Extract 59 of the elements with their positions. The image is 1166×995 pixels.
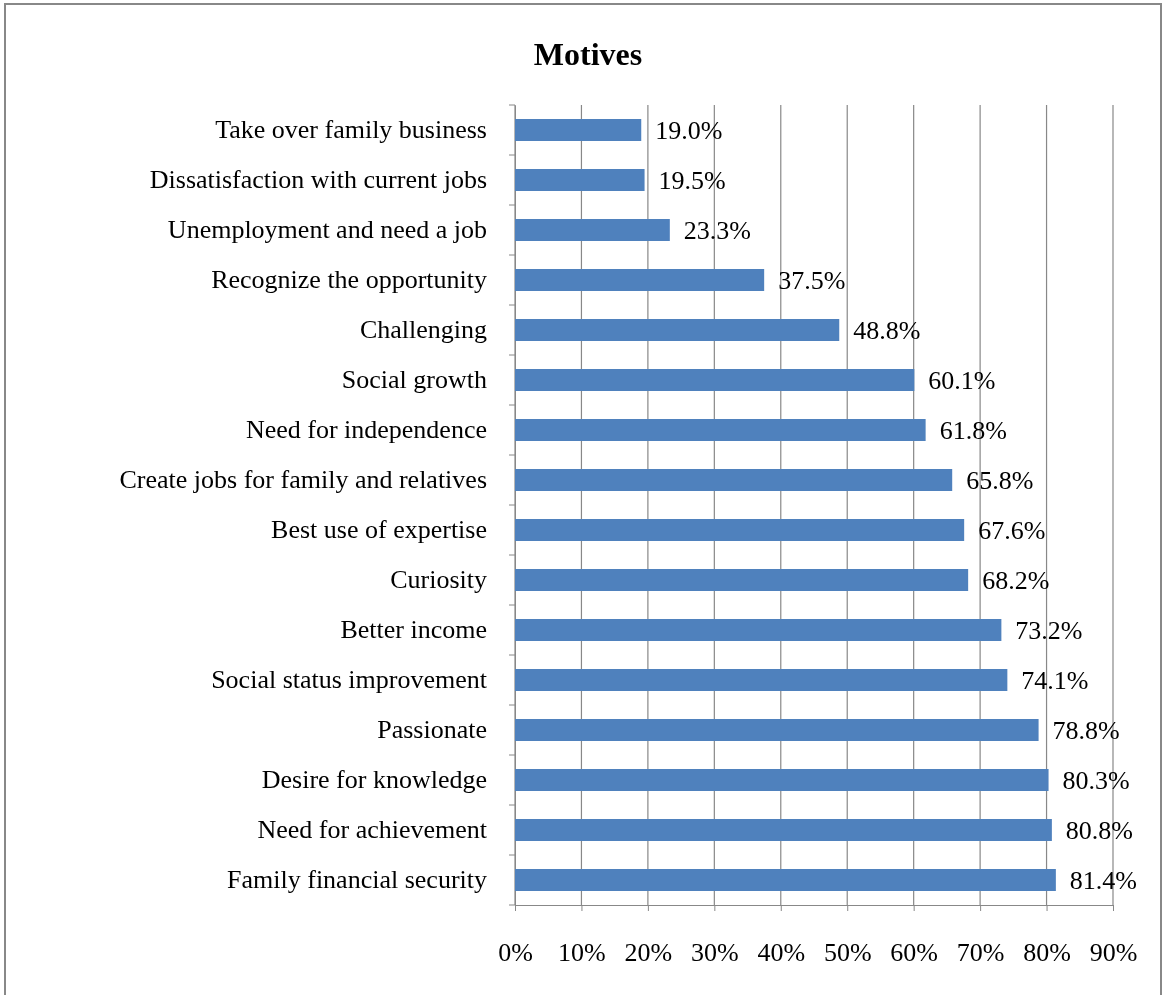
data-label: 60.1% [928,366,996,395]
x-tick-label: 20% [624,938,673,968]
bar [515,169,645,191]
y-tick-label: Better income [340,615,487,645]
y-tick-label: Create jobs for family and relatives [119,465,487,495]
y-tick-label: Family financial security [227,865,487,895]
data-label: 67.6% [978,516,1046,545]
y-tick-label: Unemployment and need a job [167,215,487,245]
data-label: 65.8% [966,466,1034,495]
bar [515,669,1008,691]
bar [515,419,926,441]
bar [515,619,1002,641]
x-tick-label: 40% [757,938,806,968]
y-tick-label: Best use of expertise [271,515,487,545]
x-tick-label: 30% [691,938,739,968]
y-tick-label: Need for achievement [257,815,488,845]
bar [515,219,670,241]
chart-title: Motives [533,36,643,72]
bar [515,719,1039,741]
data-label: 37.5% [778,266,846,295]
bar [515,269,765,291]
data-label: 48.8% [853,316,921,345]
x-tick-label: 0% [498,938,533,968]
data-label: 68.2% [982,566,1050,595]
x-tick-label: 70% [956,938,1005,968]
data-label: 81.4% [1069,866,1138,895]
data-label: 23.3% [683,216,751,245]
bar [515,369,915,391]
data-label: 74.1% [1021,666,1089,695]
bar [515,119,642,141]
y-tick-label: Challenging [359,315,487,345]
y-tick-label: Need for independence [245,415,487,445]
data-label: 19.0% [655,116,723,145]
y-tick-label: Dissatisfaction with current jobs [149,165,487,195]
y-tick-label: Desire for knowledge [261,765,487,795]
y-tick-label: Take over family business [215,115,487,145]
x-tick-label: 80% [1023,938,1071,968]
bar [515,519,965,541]
y-tick-label: Social growth [341,365,487,395]
y-tick-label: Passionate [377,715,487,745]
bar [515,469,953,491]
x-tick-label: 50% [823,938,872,968]
data-label: 80.8% [1065,816,1134,845]
bar [515,569,969,591]
bar [515,319,840,341]
data-label: 80.3% [1062,766,1130,795]
data-label: 19.5% [658,166,726,195]
x-tick-label: 60% [890,938,938,968]
y-tick-label: Curiosity [390,565,487,595]
bar [515,869,1056,891]
y-tick-label: Recognize the opportunity [211,265,487,295]
data-label: 61.8% [939,416,1007,445]
x-tick-label: 90% [1089,938,1138,968]
data-label: 73.2% [1015,616,1083,645]
bar [515,819,1052,841]
y-tick-label: Social status improvement [211,665,488,695]
data-label: 78.8% [1052,716,1120,745]
x-tick-label: 10% [558,938,606,968]
bar [515,769,1049,791]
